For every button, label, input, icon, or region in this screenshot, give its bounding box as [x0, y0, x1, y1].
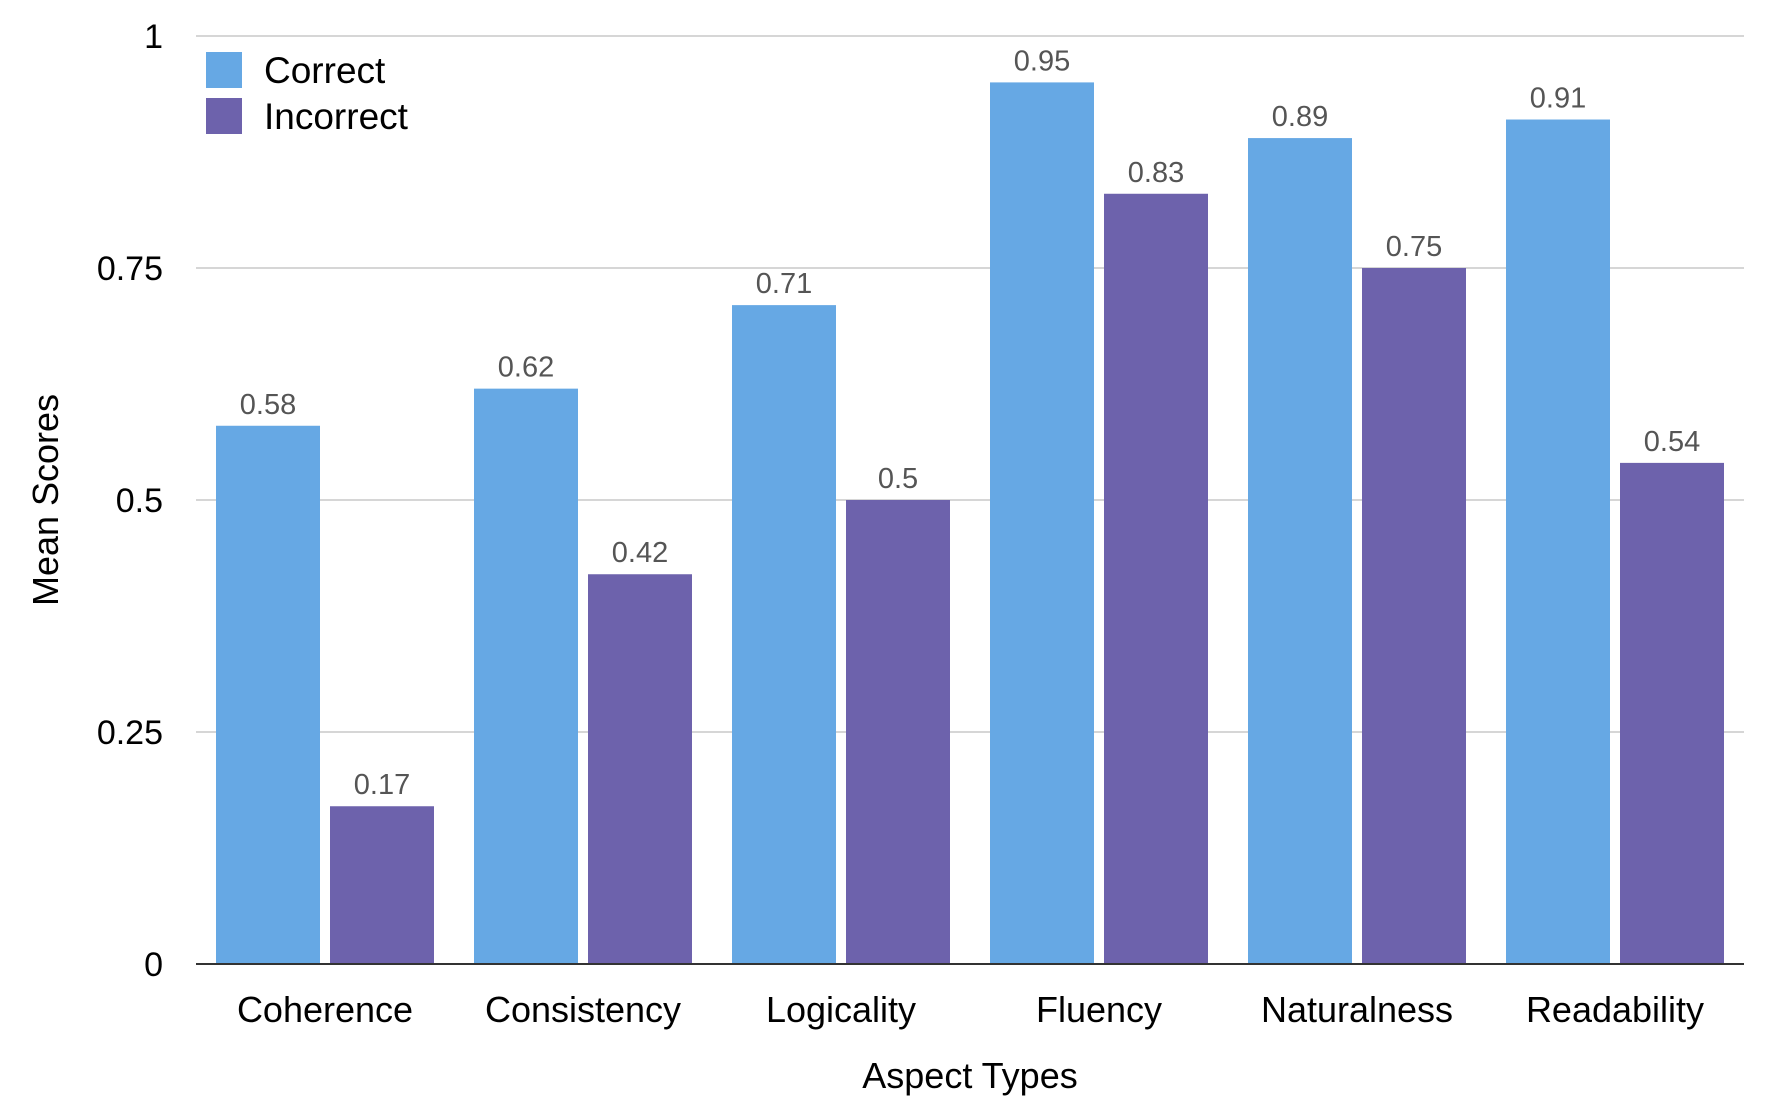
- bar-incorrect-fluency: [1104, 193, 1208, 964]
- y-tick-label: 0.5: [116, 482, 163, 520]
- x-tick-label: Logicality: [766, 989, 916, 1030]
- y-tick-label: 0.25: [97, 714, 163, 752]
- x-axis-title: Aspect Types: [862, 1055, 1077, 1096]
- bar-correct-naturalness: [1248, 138, 1352, 964]
- bars: [216, 82, 1724, 964]
- bar-correct-logicality: [732, 305, 836, 964]
- x-tick-label: Consistency: [485, 989, 681, 1030]
- bar-correct-coherence: [216, 425, 320, 964]
- y-tick-label: 0: [144, 946, 163, 984]
- bar-incorrect-coherence: [330, 806, 434, 964]
- data-label: 0.62: [498, 352, 554, 384]
- bar-correct-readability: [1506, 119, 1610, 964]
- gridlines: [196, 35, 1744, 733]
- x-tick-label: Coherence: [237, 989, 413, 1030]
- legend: Correct Incorrect: [206, 50, 409, 137]
- legend-label-correct: Correct: [264, 50, 386, 91]
- labels: 0.58 0.17 0.62 0.42 0.71 0.5 0.95 0.83 0.89 0.75 0…: [240, 45, 1700, 801]
- bar-incorrect-naturalness: [1362, 268, 1466, 964]
- y-tick-label: 0.75: [97, 250, 163, 288]
- data-label: 0.5: [878, 463, 918, 495]
- data-label: 0.75: [1386, 231, 1442, 263]
- data-label: 0.58: [240, 389, 296, 421]
- data-label: 0.89: [1272, 101, 1328, 133]
- data-label: 0.42: [612, 537, 668, 569]
- axes: 0 0.25 0.5 0.75 1 Coherence Consistency Logical…: [25, 18, 1744, 1096]
- bar-incorrect-consistency: [588, 574, 692, 964]
- legend-swatch-correct: [206, 52, 242, 88]
- data-label: 0.54: [1644, 426, 1700, 458]
- x-tick-label: Readability: [1526, 989, 1704, 1030]
- y-axis-title: Mean Scores: [25, 394, 66, 606]
- legend-swatch-incorrect: [206, 98, 242, 134]
- data-label: 0.83: [1128, 157, 1184, 189]
- x-tick-label: Naturalness: [1261, 989, 1453, 1030]
- data-label: 0.95: [1014, 45, 1070, 77]
- bar-correct-fluency: [990, 82, 1094, 964]
- legend-label-incorrect: Incorrect: [264, 96, 409, 137]
- data-label: 0.71: [756, 268, 812, 300]
- y-tick-label: 1: [144, 18, 163, 56]
- bar-correct-consistency: [474, 388, 578, 964]
- x-tick-label: Fluency: [1036, 989, 1162, 1030]
- bar-incorrect-readability: [1620, 462, 1724, 964]
- data-label: 0.91: [1530, 83, 1586, 115]
- bar-incorrect-logicality: [846, 500, 950, 964]
- data-label: 0.17: [354, 769, 410, 801]
